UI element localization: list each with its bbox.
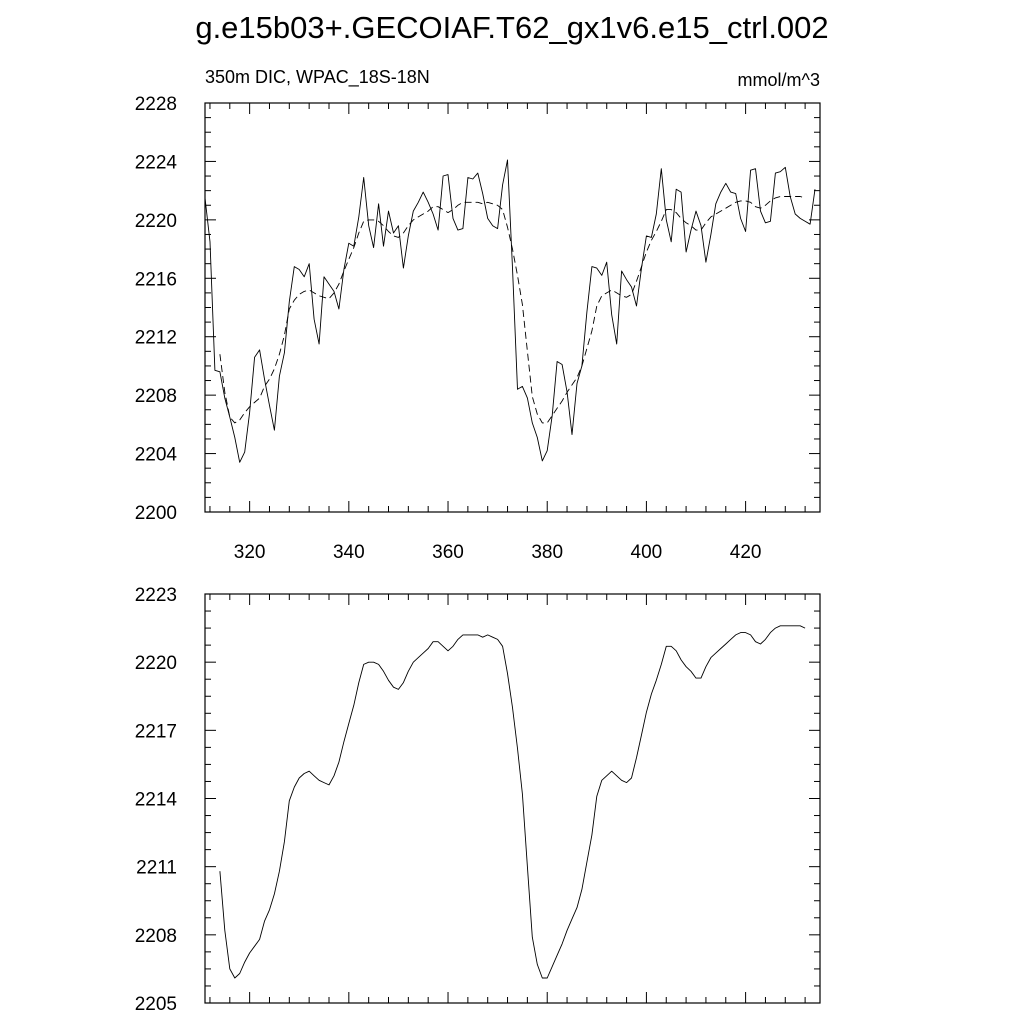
y-tick-label: 2223 [135, 585, 177, 606]
y-tick-label: 2211 [136, 858, 177, 879]
y-tick-label: 2216 [135, 269, 177, 290]
top-panel: 350m DIC, WPAC_18S-18N mmol/m^3 320 340 36… [135, 67, 821, 563]
bottom-panel: 2205 2208 2211 2214 2217 2220 2223 [135, 585, 821, 1015]
top-series-solid-line [204, 159, 816, 463]
y-tick-label: 2217 [135, 721, 177, 742]
y-tick-label: 2208 [135, 926, 177, 947]
y-tick-label: 2214 [135, 790, 178, 811]
x-tick-label: 340 [333, 542, 365, 563]
top-panel-subtitle-left: 350m DIC, WPAC_18S-18N [205, 67, 430, 88]
y-tick-label: 2208 [135, 386, 177, 407]
y-tick-label: 2224 [135, 152, 178, 173]
top-panel-series [204, 159, 816, 463]
y-tick-label: 2228 [135, 94, 177, 115]
top-panel-ticks: 320 340 360 380 400 420 2200 2204 2208 2212 2216 22… [135, 94, 820, 563]
y-tick-label: 2200 [135, 503, 177, 524]
x-tick-label: 380 [531, 542, 563, 563]
top-panel-frame [204, 102, 821, 513]
bottom-panel-ticks: 2205 2208 2211 2214 2217 2220 2223 [135, 585, 820, 1015]
bottom-series-solid-line [219, 625, 806, 979]
bottom-panel-frame [204, 593, 821, 1004]
x-tick-label: 420 [730, 542, 762, 563]
y-tick-label: 2220 [135, 211, 177, 232]
top-panel-subtitle-right: mmol/m^3 [738, 70, 820, 90]
x-tick-label: 400 [631, 542, 663, 563]
figure-title: g.e15b03+.GECOIAF.T62_gx1v6.e15_ctrl.002 [195, 10, 828, 45]
y-tick-label: 2204 [135, 445, 178, 466]
bottom-panel-series [219, 625, 806, 979]
y-tick-label: 2205 [135, 994, 177, 1015]
x-tick-label: 360 [432, 542, 464, 563]
x-tick-label: 320 [234, 542, 266, 563]
top-series-dashed-line [219, 196, 806, 424]
y-tick-label: 2212 [135, 328, 177, 349]
y-tick-label: 2220 [135, 653, 177, 674]
